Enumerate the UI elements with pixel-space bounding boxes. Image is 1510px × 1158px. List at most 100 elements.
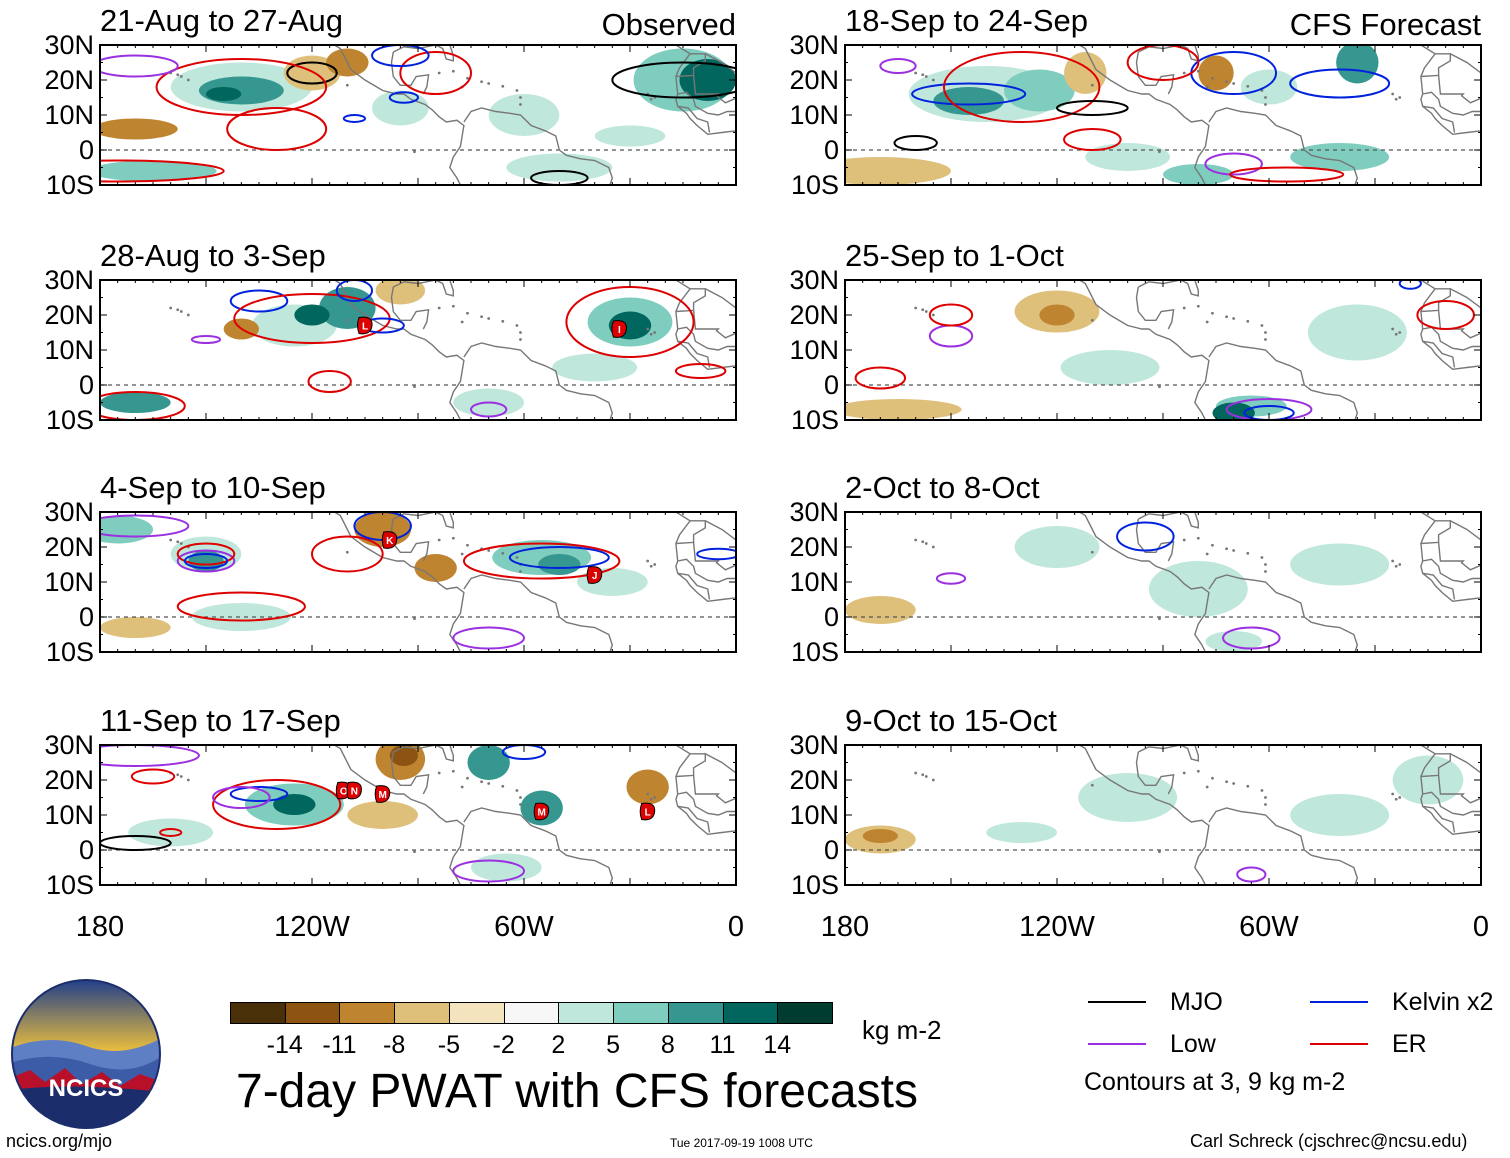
storm-label: M (378, 790, 386, 801)
pwat-anomaly-shading (188, 550, 224, 572)
lat-label: 0 (78, 602, 94, 632)
lat-label: 30N (789, 30, 839, 60)
island (1246, 551, 1250, 555)
colorbar-swatch (448, 1002, 505, 1024)
island (1232, 549, 1236, 552)
storm-marker: L (357, 316, 373, 335)
coastline (333, 280, 465, 420)
coastline (1422, 791, 1481, 816)
contour-kelvin (229, 289, 289, 313)
island (1090, 783, 1094, 787)
lon-label: 0 (1472, 911, 1490, 943)
island (649, 332, 653, 336)
island (1264, 570, 1267, 573)
coastline (1420, 288, 1451, 313)
island (1196, 304, 1200, 308)
panel-title: 25-Sep to 1-Oct (845, 238, 1064, 273)
coastline (392, 745, 454, 762)
map-panel: KJ (99, 511, 737, 653)
storm-marker: L (639, 802, 656, 821)
island (1196, 536, 1200, 540)
legend-label-mjo: MJO (1170, 988, 1223, 1016)
island (1232, 317, 1236, 320)
coastline (677, 340, 711, 368)
island (186, 78, 190, 82)
island (1264, 796, 1267, 799)
panel-title: 9-Oct to 15-Oct (845, 703, 1057, 738)
coastline (1437, 542, 1481, 571)
island (1211, 311, 1214, 315)
contour-kelvin (1243, 405, 1295, 420)
island (487, 317, 491, 320)
coastline (1208, 574, 1359, 652)
pwat-anomaly-shading (1085, 143, 1171, 171)
coastline (704, 520, 736, 541)
island (179, 775, 183, 778)
pwat-anomaly-shading (538, 554, 581, 575)
island (437, 538, 441, 542)
pwat-anomaly-shading (1004, 69, 1075, 112)
lat-label: 10S (790, 405, 839, 435)
island (466, 76, 469, 80)
contour-low (212, 786, 271, 809)
contour-er (311, 535, 384, 573)
coastline (1208, 342, 1359, 420)
pwat-anomaly-shading (845, 596, 916, 624)
colorbar-swatch (722, 1002, 779, 1024)
contour-kelvin (183, 553, 229, 569)
colorbar-label: -2 (492, 1031, 515, 1059)
island (186, 313, 190, 317)
contour-kelvin (501, 745, 547, 760)
island (1246, 319, 1250, 323)
pwat-anomaly-shading (1060, 350, 1160, 385)
island (646, 327, 650, 331)
contour-kelvin (1116, 521, 1175, 552)
island (1232, 82, 1236, 85)
lat-label: 30N (789, 730, 839, 760)
contour-kelvin (229, 786, 289, 802)
island (519, 96, 522, 99)
storm-label: O (340, 787, 348, 798)
contour-er (307, 370, 352, 393)
coastline (1078, 45, 1210, 185)
panel-title: 4-Sep to 10-Sep (100, 470, 326, 505)
pwat-anomaly-shading (206, 87, 242, 101)
island (1264, 103, 1267, 106)
pwat-anomaly-shading (506, 153, 613, 182)
island (460, 320, 464, 324)
contour-kelvin (508, 546, 610, 569)
colorbar-swatch (394, 1002, 450, 1024)
lon-label: 60W (1239, 911, 1299, 943)
island (921, 308, 925, 312)
coastline (392, 45, 454, 62)
lat-label: 10S (45, 405, 94, 435)
coastline (1135, 286, 1175, 330)
coastline (675, 520, 706, 545)
lat-label: 0 (78, 835, 94, 865)
island (1264, 331, 1267, 334)
lat-label: 10S (45, 637, 94, 667)
island (179, 542, 183, 545)
coastline (675, 53, 706, 78)
storm-label: I (618, 325, 621, 336)
island (1246, 784, 1250, 788)
lat-label: 10N (44, 567, 94, 597)
pwat-anomaly-shading (1212, 402, 1255, 420)
island (176, 773, 180, 777)
contour-er (159, 828, 183, 837)
panel-title: 28-Aug to 3-Sep (100, 238, 326, 273)
lat-label: 10N (44, 100, 94, 130)
island (1264, 563, 1267, 566)
contour-low (452, 859, 525, 883)
island (921, 540, 925, 544)
storm-label: J (592, 571, 598, 582)
lon-label: 0 (727, 911, 745, 943)
lat-label: 10N (44, 800, 94, 830)
pwat-anomaly-shading (626, 769, 669, 805)
island (1225, 780, 1228, 784)
lat-label: 20N (44, 300, 94, 330)
lat-label: 10N (789, 567, 839, 597)
island (646, 559, 650, 563)
island (921, 73, 925, 77)
colorbar-label: -5 (437, 1031, 461, 1059)
